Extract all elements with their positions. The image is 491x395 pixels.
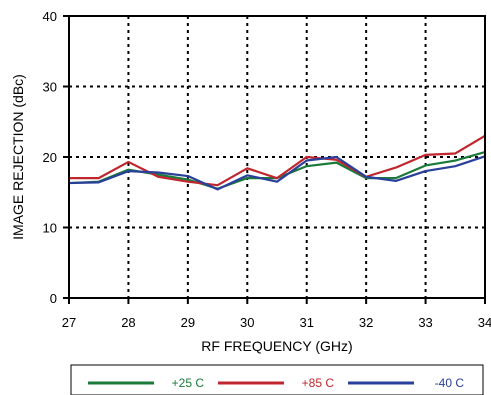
legend-box — [70, 364, 484, 395]
y-axis-title: IMAGE REJECTION (dBc) — [10, 74, 26, 240]
y-tick-label: 40 — [43, 9, 57, 24]
series-lines — [68, 134, 486, 191]
x-tick-label: 28 — [121, 315, 135, 330]
y-tick-label: 0 — [50, 291, 57, 306]
x-axis-title: RF FREQUENCY (GHz) — [201, 338, 352, 354]
axis-ticks — [63, 15, 486, 304]
series-line-3 — [68, 155, 486, 191]
x-tick-label: 33 — [418, 315, 432, 330]
series-line-2 — [69, 134, 486, 187]
legend-label-1: +25 C — [172, 376, 205, 390]
y-tick-label: 10 — [43, 221, 57, 236]
legend-items: +25 C +85 C -40 C — [88, 376, 464, 390]
x-tick-label: 30 — [240, 315, 254, 330]
y-tick-label: 20 — [43, 150, 57, 165]
x-tick-label: 31 — [299, 315, 313, 330]
legend: +25 C +85 C -40 C — [70, 364, 484, 395]
x-tick-label: 27 — [62, 315, 76, 330]
x-tick-label: 32 — [359, 315, 373, 330]
legend-label-2: +85 C — [302, 376, 335, 390]
x-tick-label: 34 — [478, 315, 491, 330]
tick-labels: 27 28 29 30 31 32 33 34 0 10 20 30 40 — [43, 9, 491, 330]
y-tick-label: 30 — [43, 80, 57, 95]
x-tick-label: 29 — [181, 315, 195, 330]
legend-label-3: -40 C — [435, 376, 465, 390]
